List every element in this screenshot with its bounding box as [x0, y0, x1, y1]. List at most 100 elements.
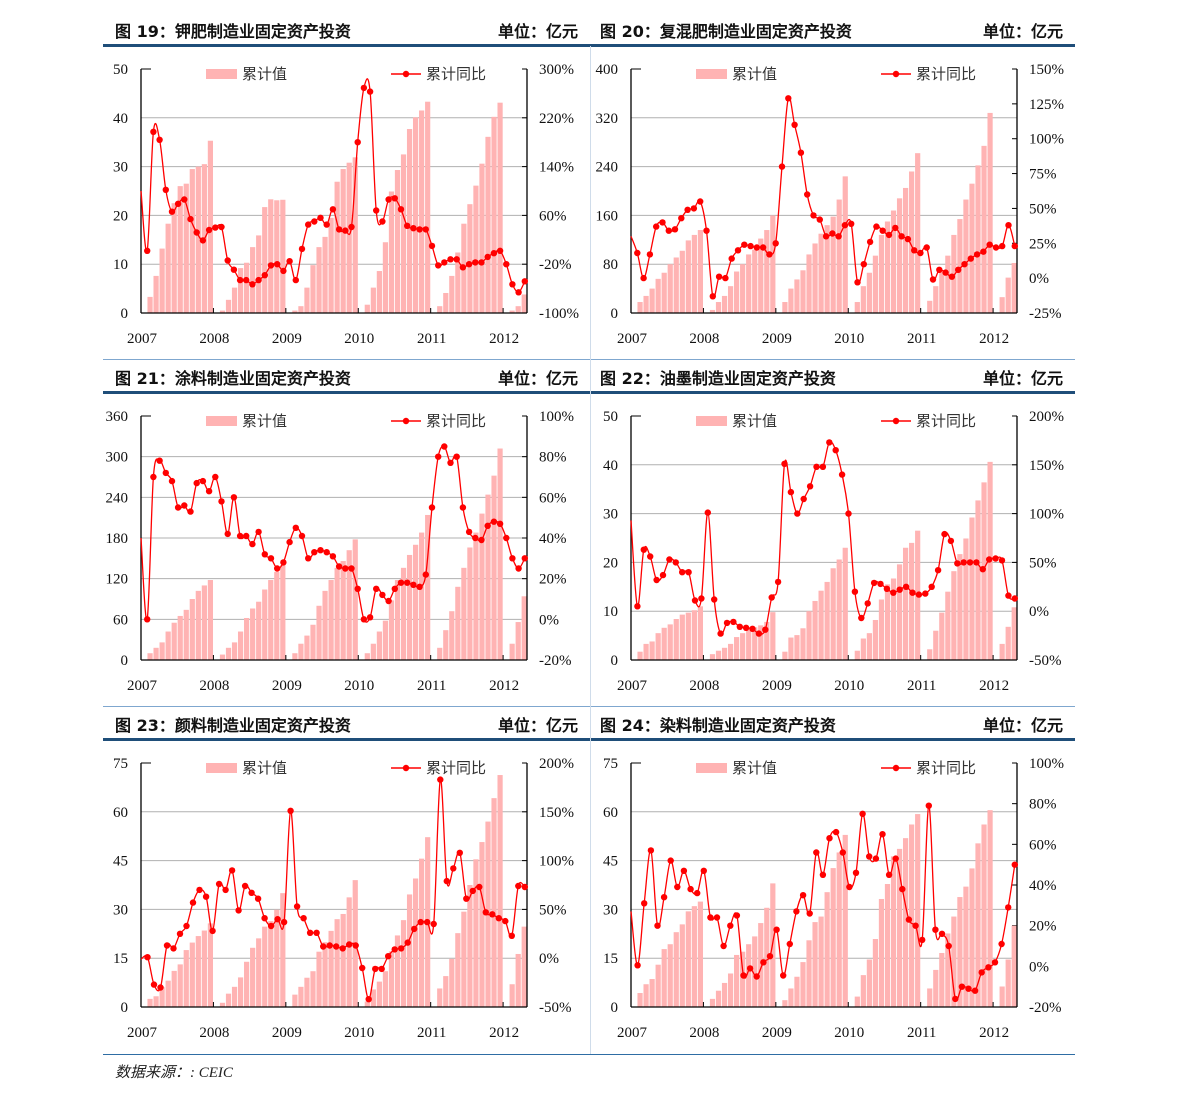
x-axis-tick-label: 2011	[417, 678, 446, 694]
x-axis-tick-label: 2007	[617, 678, 648, 694]
right-axis-tick-label: 100%	[1029, 132, 1064, 148]
bar-cumulative-value	[1011, 925, 1017, 1007]
legend-bar-swatch	[696, 763, 727, 773]
bar-cumulative-value	[382, 242, 389, 313]
line-marker	[326, 942, 333, 949]
bar-cumulative-value	[340, 561, 346, 660]
line-marker	[992, 244, 1000, 251]
line-marker	[674, 883, 681, 891]
right-axis-tick-label: 140%	[539, 160, 574, 176]
line-marker	[800, 495, 807, 503]
bar-cumulative-value	[310, 971, 316, 1007]
legend-bar-swatch	[206, 416, 237, 426]
line-marker	[249, 281, 256, 288]
line-marker	[170, 945, 177, 952]
line-marker	[379, 218, 386, 225]
bar-cumulative-value	[346, 550, 352, 660]
bar-cumulative-value	[727, 973, 734, 1007]
line-marker	[482, 909, 489, 916]
bar-cumulative-value	[316, 605, 322, 660]
bar-cumulative-value	[231, 986, 238, 1007]
bar-cumulative-value	[509, 643, 515, 660]
line-marker	[317, 547, 324, 554]
bar-cumulative-value	[171, 203, 177, 313]
line-marker	[965, 985, 972, 992]
chart-title: 图 22：油墨制造业固定资产投资	[600, 369, 836, 388]
right-axis-tick-label: 20%	[1029, 919, 1057, 935]
legend-line-marker	[402, 764, 410, 772]
bar-cumulative-value	[764, 907, 770, 1007]
bar-cumulative-value	[437, 988, 443, 1007]
chart-unit: 单位：亿元	[497, 716, 578, 735]
bar-cumulative-value	[788, 637, 794, 660]
bar-cumulative-value	[957, 554, 963, 660]
bar-cumulative-value	[909, 171, 915, 313]
line-marker	[306, 929, 314, 936]
left-axis-tick-label: 320	[596, 111, 619, 127]
line-marker	[791, 121, 798, 128]
line-marker	[320, 943, 327, 950]
bar-cumulative-value	[884, 884, 891, 1007]
line-marker	[634, 249, 641, 257]
bar-cumulative-value	[244, 262, 250, 313]
x-axis-tick-label: 2010	[834, 678, 864, 694]
line-marker	[168, 477, 176, 485]
line-marker	[150, 473, 157, 481]
bar-cumulative-value	[437, 306, 443, 313]
line-marker	[199, 237, 207, 244]
line-marker	[998, 940, 1005, 948]
bar-cumulative-value	[364, 304, 370, 313]
line-marker	[813, 849, 820, 856]
left-axis-tick-label: 10	[113, 257, 128, 273]
bar-cumulative-value	[479, 163, 485, 313]
line-marker	[305, 221, 312, 228]
legend-bar-label: 累计值	[732, 759, 777, 777]
chart-unit: 单位：亿元	[982, 369, 1063, 388]
line-marker	[711, 596, 718, 603]
bar-cumulative-value	[491, 475, 497, 660]
bar-cumulative-value	[165, 631, 171, 660]
bar-cumulative-value	[830, 868, 836, 1007]
line-marker	[772, 240, 779, 247]
bar-cumulative-value	[328, 217, 334, 313]
right-axis-tick-label: 150%	[1029, 62, 1064, 78]
line-marker	[909, 589, 916, 596]
bar-cumulative-value	[679, 250, 685, 313]
bar-cumulative-value	[225, 299, 232, 313]
line-marker	[917, 249, 924, 257]
bar-cumulative-value	[419, 110, 425, 313]
right-axis-tick-label: 100%	[1029, 756, 1064, 772]
line-marker	[411, 925, 418, 933]
bar-cumulative-value	[177, 186, 183, 313]
line-marker	[509, 555, 516, 562]
line-marker	[311, 218, 318, 225]
left-axis-tick-label: 0	[611, 306, 619, 322]
line-marker	[521, 278, 528, 285]
line-marker	[267, 555, 275, 562]
bar-cumulative-value	[764, 621, 770, 660]
bar-cumulative-value	[406, 129, 413, 313]
legend-line-label: 累计同比	[916, 759, 976, 777]
bar-cumulative-value	[812, 600, 818, 660]
left-axis-tick-label: 30	[113, 160, 128, 176]
x-axis-tick-label: 2007	[127, 678, 158, 694]
line-marker	[144, 954, 151, 961]
x-axis-tick-label: 2007	[617, 1025, 648, 1041]
bar-cumulative-value	[746, 254, 752, 313]
line-marker	[205, 488, 213, 495]
bar-cumulative-value	[304, 287, 310, 313]
bar-cumulative-value	[449, 275, 455, 313]
line-marker	[835, 233, 842, 240]
bar-cumulative-value	[794, 635, 800, 660]
line-marker	[379, 591, 386, 599]
line-marker	[333, 943, 340, 950]
line-marker	[938, 930, 946, 937]
line-marker	[760, 959, 767, 966]
chart-title: 图 19：钾肥制造业固定资产投资	[115, 22, 351, 41]
line-marker	[723, 619, 731, 627]
line-marker	[787, 488, 795, 496]
line-marker	[437, 776, 444, 783]
x-axis-tick-label: 2010	[344, 1025, 374, 1041]
right-axis-tick-label: 125%	[1029, 97, 1064, 113]
right-axis-tick-label: 75%	[1029, 167, 1057, 183]
